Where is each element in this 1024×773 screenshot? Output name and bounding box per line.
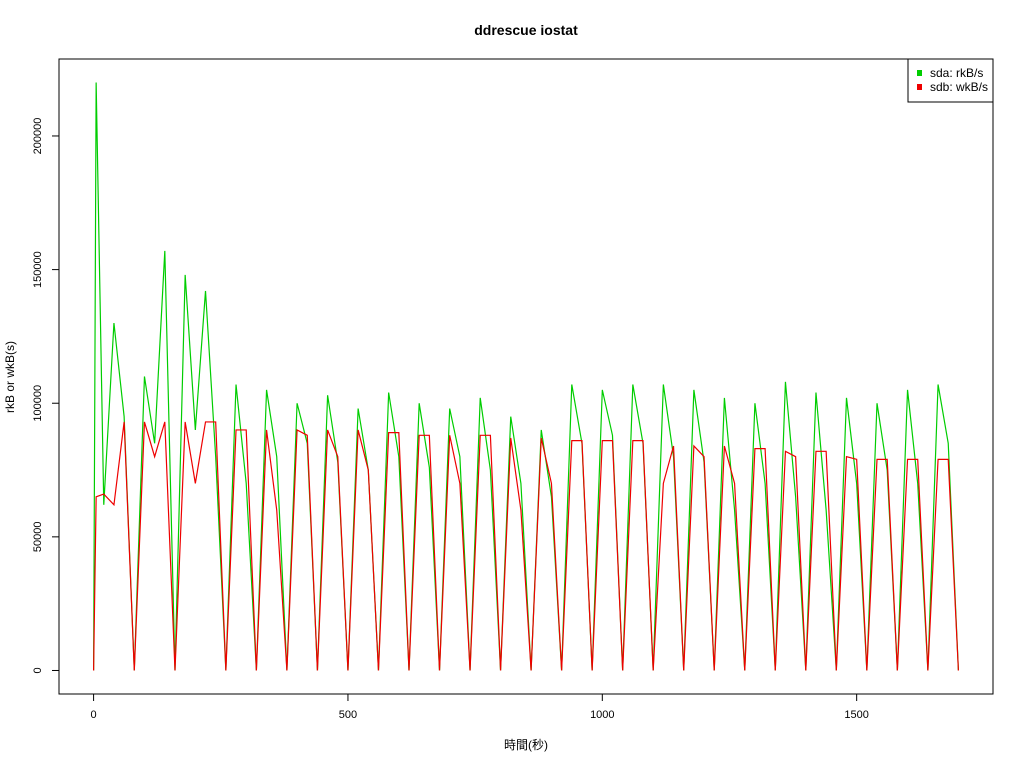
series-line [92,421,960,671]
x-tick-label: 0 [91,709,97,721]
y-tick-label: 0 [32,667,44,673]
x-tick-label: 1000 [590,709,614,721]
y-tick-label: 100000 [32,385,44,422]
y-tick-label: 50000 [32,522,44,553]
legend-box [907,58,994,103]
chart-title: ddrescue iostat [474,22,578,38]
legend-swatch [917,84,922,90]
plot-frame [58,58,994,695]
legend-swatch [917,70,922,76]
x-tick-label: 1500 [844,709,868,721]
y-tick-label: 200000 [32,118,44,155]
x-tick-label: 500 [339,709,357,721]
legend-label: sdb: wkB/s [930,80,988,94]
series-line [92,82,960,671]
x-axis-label: 時間(秒) [504,738,548,752]
legend-label: sda: rkB/s [930,66,983,80]
y-axis-label: rkB or wkB(s) [3,341,17,413]
y-tick-label: 150000 [32,251,44,288]
